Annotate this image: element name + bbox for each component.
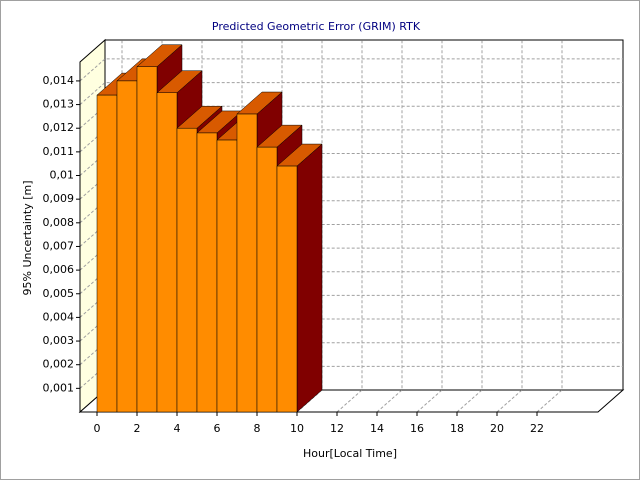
grid-line [79,318,623,342]
y-axis-label: 95% Uncertainty [m] [21,180,34,295]
bar [236,113,258,413]
grid-line [79,82,623,105]
y-tick-label: 0,005 [43,287,75,300]
bar [96,94,118,413]
bar [196,132,218,413]
bar [176,127,198,413]
y-tick-label: 0,009 [43,192,75,205]
bar-side [296,143,323,413]
y-tick-label: 0,012 [43,121,75,134]
bar [216,139,238,413]
grid-line [79,271,623,295]
bar [136,66,158,413]
x-tick-label: 22 [530,422,544,435]
y-tick-label: 0,013 [43,98,75,111]
grid-line [79,247,623,271]
x-tick-label: 18 [450,422,464,435]
grid-line [496,40,523,413]
x-tick-label: 4 [174,422,181,435]
y-tick-label: 0,001 [43,381,75,394]
x-tick-label: 2 [134,422,141,435]
grid-line [79,294,623,318]
y-tick-label: 0,01 [50,169,75,182]
grid-line [79,342,623,366]
x-tick-label: 12 [330,422,344,435]
grid-line [79,176,623,200]
grid-line [79,153,623,176]
grid-line [79,129,623,153]
x-tick-label: 10 [290,422,304,435]
x-tick-label: 16 [410,422,424,435]
y-tick-label: 0,008 [43,216,75,229]
x-tick-label: 14 [370,422,384,435]
x-axis-label: Hour[Local Time] [303,447,397,460]
y-tick-label: 0,007 [43,239,75,252]
y-tick-label: 0,002 [43,358,75,371]
bar [256,146,278,413]
grid-line [376,40,403,413]
grid-line [536,40,563,413]
grid-line [416,40,443,413]
grid-line [79,365,623,389]
grid-line [79,223,623,247]
x-tick-label: 0 [94,422,101,435]
x-tick-label: 6 [214,422,221,435]
bar [116,80,138,413]
y-tick-label: 0,004 [43,310,75,323]
chart-title: Predicted Geometric Error (GRIM) RTK [212,20,421,33]
x-tick-label: 20 [490,422,504,435]
grid-line [336,40,363,413]
y-tick-label: 0,014 [43,74,75,87]
grid-line [79,200,623,224]
grid-line [79,105,623,129]
y-tick-label: 0,003 [43,334,75,347]
grid-line [79,58,623,82]
y-tick-label: 0,006 [43,263,75,276]
bar [156,92,178,413]
bar [276,165,298,413]
x-tick-label: 8 [254,422,261,435]
grid-line [456,40,483,413]
y-tick-label: 0,011 [43,145,75,158]
